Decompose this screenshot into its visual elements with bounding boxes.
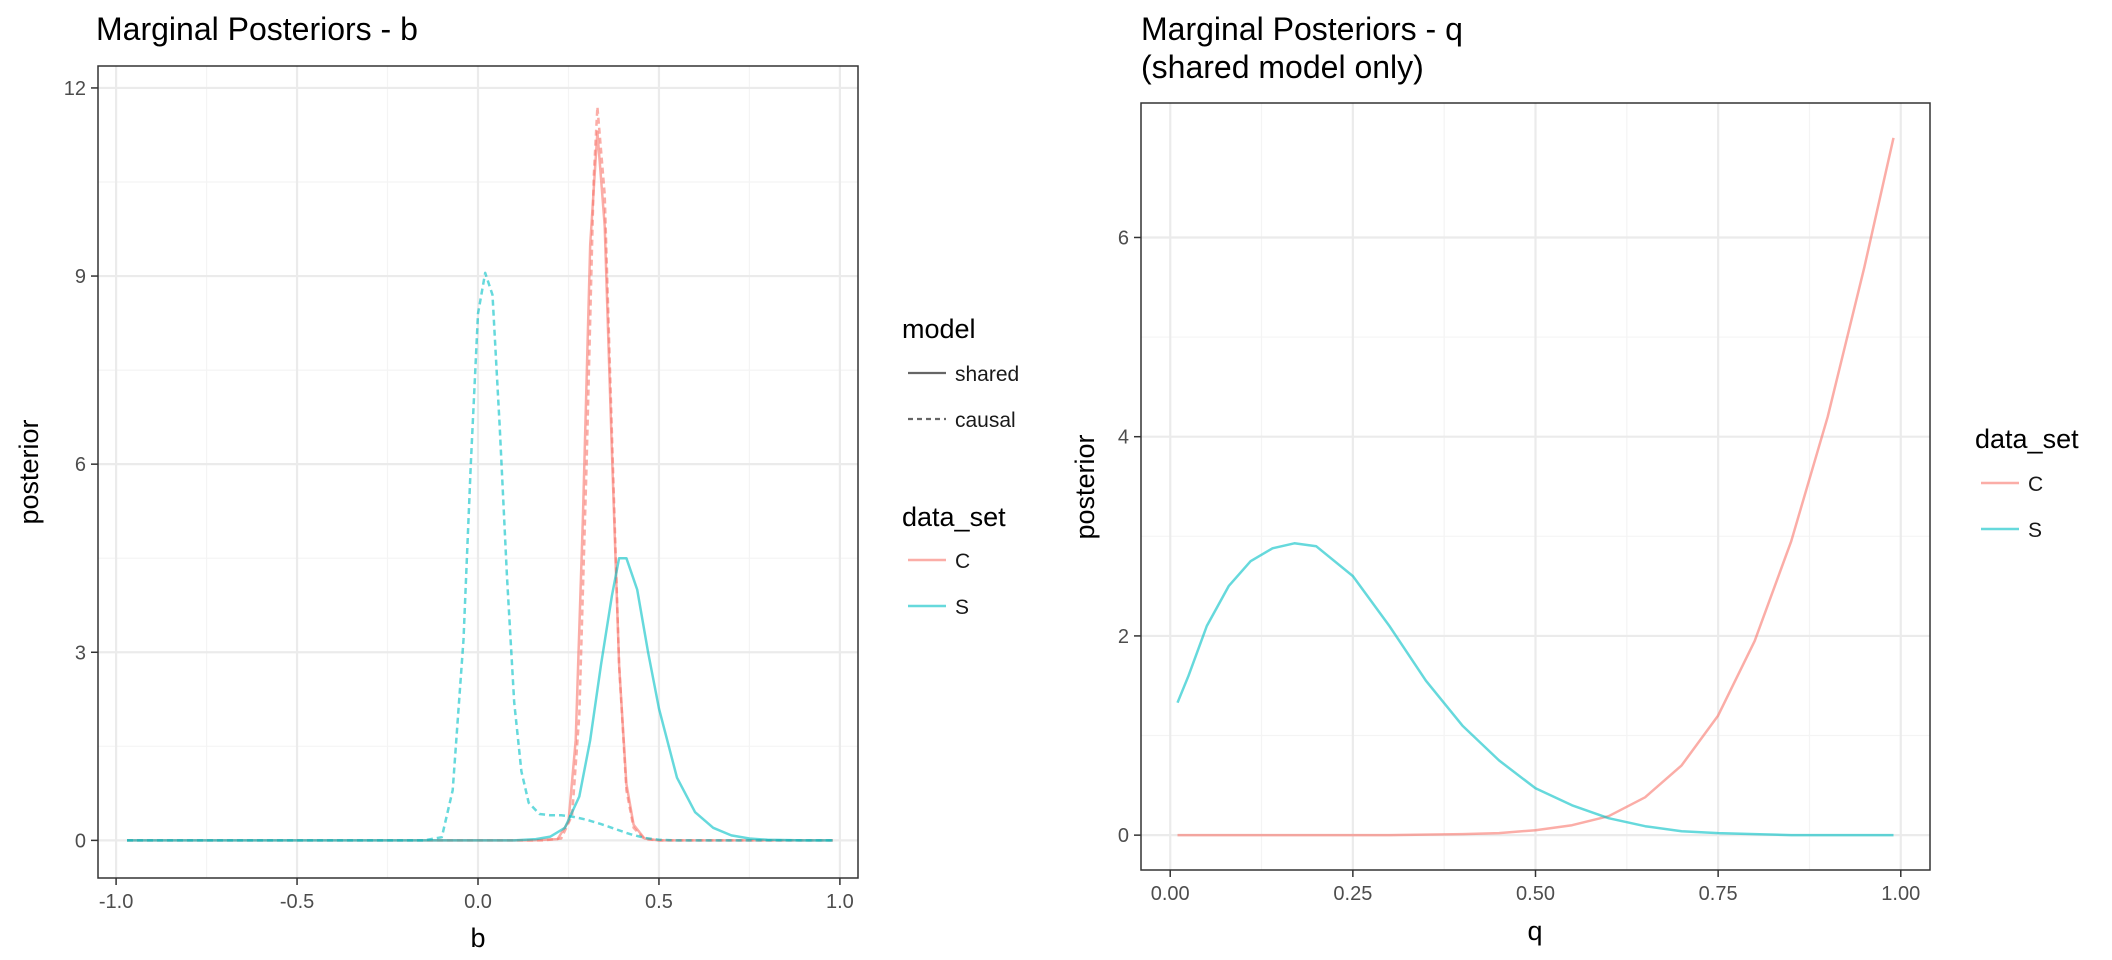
series-line-c-causal bbox=[127, 105, 833, 842]
series-group-q bbox=[1176, 137, 1895, 837]
y-tick-label: 0 bbox=[1118, 825, 1129, 847]
chart-panel-b: Marginal Posteriors - b -1.0 -0.5 0.0 0.5 1.… bbox=[14, 11, 1019, 953]
y-tick-label: 6 bbox=[75, 454, 86, 476]
x-axis-ticks-b: -1.0 -0.5 0.0 0.5 1.0 bbox=[99, 878, 854, 913]
y-axis-title-q: posterior bbox=[1070, 434, 1100, 539]
legend-label-c-b: C bbox=[955, 550, 970, 573]
x-tick-label: 0.00 bbox=[1151, 883, 1190, 905]
x-tick-label: -1.0 bbox=[99, 891, 133, 913]
legend-title-model: model bbox=[902, 314, 976, 344]
x-tick-label: 1.00 bbox=[1881, 883, 1920, 905]
legend-label-s-q: S bbox=[2028, 519, 2042, 542]
series-line-s-shared bbox=[1176, 542, 1894, 837]
chart-panel-q: Marginal Posteriors - q (shared model on… bbox=[1070, 11, 2079, 946]
x-tick-label: -0.5 bbox=[280, 891, 314, 913]
x-tick-label: 0.0 bbox=[464, 891, 492, 913]
y-tick-label: 6 bbox=[1118, 227, 1129, 249]
y-tick-label: 9 bbox=[75, 266, 86, 288]
chart-title-q: Marginal Posteriors - q bbox=[1141, 11, 1463, 47]
series-line-s-causal bbox=[127, 271, 833, 842]
x-axis-ticks-q: 0.00 0.25 0.50 0.75 1.00 bbox=[1151, 870, 1920, 905]
legend-title-data-set-q: data_set bbox=[1975, 424, 2079, 454]
x-tick-label: 1.0 bbox=[826, 891, 854, 913]
legend-label-c-q: C bbox=[2028, 473, 2043, 496]
x-tick-label: 0.5 bbox=[645, 891, 673, 913]
series-line-c-shared bbox=[1177, 137, 1895, 837]
x-tick-label: 0.75 bbox=[1699, 883, 1738, 905]
legend-b: model shared causal data_set C S bbox=[902, 314, 1019, 619]
y-tick-label: 4 bbox=[1118, 427, 1129, 449]
y-axis-title-b: posterior bbox=[14, 419, 44, 524]
legend-q: data_set C S bbox=[1975, 424, 2079, 542]
x-axis-title-q: q bbox=[1527, 916, 1542, 946]
y-axis-ticks-b: 0 3 6 9 12 bbox=[64, 78, 98, 852]
legend-title-data-set-b: data_set bbox=[902, 502, 1006, 532]
chart-subtitle-q: (shared model only) bbox=[1141, 49, 1424, 85]
x-axis-title-b: b bbox=[470, 923, 485, 953]
legend-label-shared: shared bbox=[955, 363, 1019, 386]
y-tick-label: 3 bbox=[75, 642, 86, 664]
y-tick-label: 12 bbox=[64, 78, 86, 100]
x-tick-label: 0.50 bbox=[1516, 883, 1555, 905]
gridlines-q bbox=[1141, 103, 1930, 870]
y-axis-ticks-q: 0 2 4 6 bbox=[1118, 227, 1141, 847]
y-tick-label: 0 bbox=[75, 830, 86, 852]
x-tick-label: 0.25 bbox=[1333, 883, 1372, 905]
legend-label-s-b: S bbox=[955, 596, 969, 619]
y-tick-label: 2 bbox=[1118, 626, 1129, 648]
series-line-s-shared bbox=[127, 556, 833, 842]
legend-label-causal: causal bbox=[955, 409, 1016, 432]
series-group-b bbox=[127, 105, 833, 842]
chart-title-b: Marginal Posteriors - b bbox=[96, 11, 418, 47]
